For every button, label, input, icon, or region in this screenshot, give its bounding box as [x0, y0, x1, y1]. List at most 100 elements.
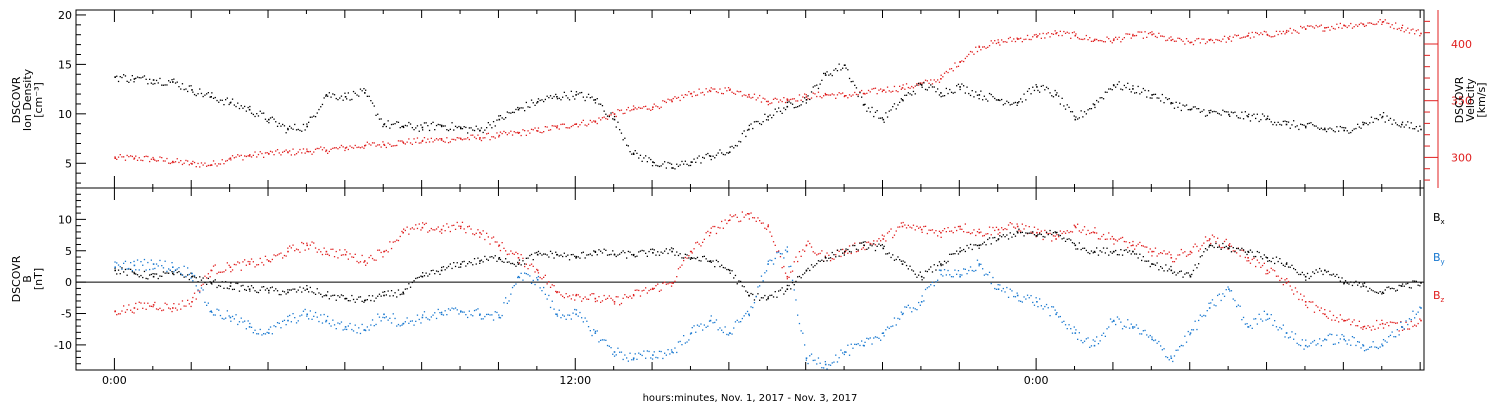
data-point: [244, 320, 246, 322]
data-point: [973, 53, 975, 55]
data-point: [1329, 274, 1331, 276]
data-point: [1222, 242, 1224, 245]
data-point: [235, 156, 237, 158]
data-point: [1130, 37, 1132, 39]
data-point: [769, 102, 771, 105]
data-point: [665, 354, 667, 356]
data-point: [829, 364, 832, 366]
data-point: [746, 310, 749, 313]
data-point: [328, 150, 330, 153]
data-point: [123, 271, 125, 273]
data-point: [774, 291, 776, 293]
data-point: [1026, 294, 1029, 296]
data-point: [1218, 244, 1220, 246]
data-point: [558, 309, 560, 311]
data-point: [1282, 120, 1284, 123]
data-point: [229, 316, 232, 319]
data-point: [983, 95, 985, 97]
data-point: [207, 92, 209, 94]
data-point: [563, 123, 565, 125]
data-point: [130, 79, 132, 81]
data-point: [491, 136, 493, 138]
data-point: [1343, 282, 1345, 284]
data-point: [278, 322, 280, 324]
data-point: [1362, 23, 1364, 25]
data-point: [1400, 321, 1402, 323]
data-point: [548, 294, 550, 297]
data-point: [793, 98, 795, 100]
data-point: [740, 141, 742, 143]
data-point: [1236, 115, 1238, 117]
data-point: [899, 85, 901, 87]
data-point: [791, 281, 794, 284]
data-point: [361, 90, 363, 92]
data-point: [1256, 113, 1258, 115]
data-point: [1241, 37, 1243, 39]
data-point: [456, 126, 458, 129]
data-point: [1287, 121, 1290, 123]
data-point: [1261, 320, 1264, 322]
data-point: [1414, 128, 1416, 130]
data-point: [289, 125, 291, 127]
data-point: [461, 221, 464, 223]
data-point: [1147, 336, 1150, 338]
data-point: [181, 274, 184, 276]
data-point: [290, 154, 292, 156]
data-point: [1056, 231, 1058, 234]
data-point: [123, 305, 125, 307]
data-point: [546, 254, 548, 256]
data-point: [124, 260, 127, 262]
data-point: [152, 273, 154, 275]
data-point: [143, 270, 146, 273]
data-point: [567, 314, 569, 316]
data-point: [1016, 102, 1019, 104]
data-point: [370, 144, 372, 146]
data-point: [885, 91, 887, 93]
data-point: [1028, 297, 1030, 299]
data-point: [546, 126, 548, 128]
data-point: [850, 95, 852, 97]
data-point: [1112, 238, 1115, 240]
data-point: [1013, 38, 1015, 40]
data-point: [1407, 328, 1409, 330]
data-point: [1166, 270, 1169, 272]
data-point: [161, 275, 163, 277]
data-point: [886, 86, 889, 88]
data-point: [268, 122, 270, 124]
data-point: [639, 154, 642, 156]
data-point: [824, 363, 827, 366]
data-point: [346, 328, 348, 331]
data-point: [299, 315, 301, 317]
data-point: [708, 320, 711, 322]
data-point: [1388, 336, 1390, 338]
data-point: [117, 264, 120, 266]
data-point: [772, 296, 775, 298]
data-point: [899, 259, 901, 261]
data-point: [741, 132, 743, 135]
data-point: [1144, 329, 1146, 332]
data-point: [755, 220, 757, 222]
data-point: [1127, 33, 1129, 35]
data-point: [684, 253, 686, 255]
data-point: [482, 261, 484, 263]
data-point: [1246, 253, 1248, 256]
data-point: [1382, 21, 1385, 23]
data-point: [587, 326, 590, 328]
data-point: [1109, 238, 1112, 240]
data-point: [671, 351, 673, 353]
data-point: [456, 137, 458, 139]
data-point: [204, 301, 206, 303]
data-point: [354, 92, 356, 94]
data-point: [890, 91, 892, 93]
data-point: [882, 332, 885, 334]
data-point: [1128, 242, 1131, 244]
data-point: [1132, 326, 1134, 328]
data-point: [698, 259, 700, 262]
data-point: [330, 248, 332, 250]
data-point: [418, 318, 420, 321]
data-point: [1139, 333, 1141, 335]
data-point: [451, 267, 453, 270]
data-point: [1092, 103, 1094, 105]
data-point: [598, 296, 600, 298]
data-point: [693, 257, 695, 259]
